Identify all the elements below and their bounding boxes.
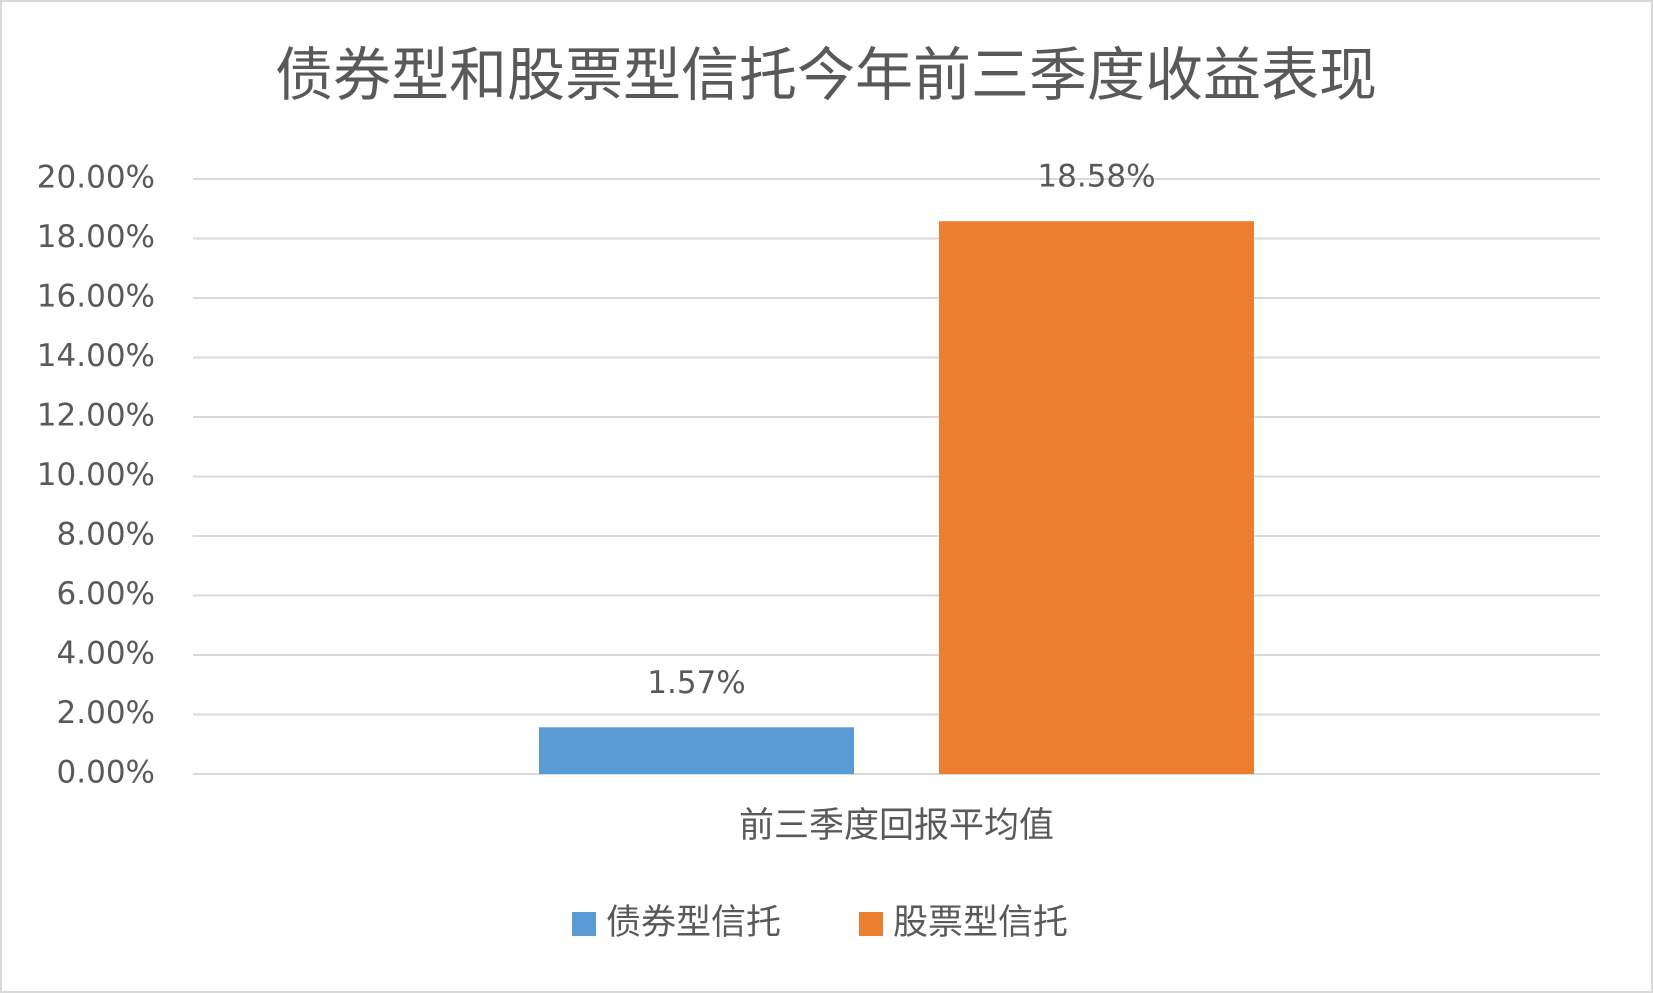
y-tick-label: 2.00% xyxy=(57,695,155,731)
y-tick-label: 20.00% xyxy=(37,160,155,196)
y-tick-label: 16.00% xyxy=(37,279,155,315)
bar xyxy=(539,727,854,774)
y-tick-label: 8.00% xyxy=(57,517,155,553)
legend-label: 股票型信托 xyxy=(893,903,1068,943)
y-tick-label: 18.00% xyxy=(37,219,155,255)
legend-swatch xyxy=(572,912,596,936)
y-tick-label: 10.00% xyxy=(37,457,155,493)
y-tick-label: 14.00% xyxy=(37,338,155,374)
legend-label: 债券型信托 xyxy=(606,903,781,943)
y-tick-label: 0.00% xyxy=(57,755,155,791)
data-label: 1.57% xyxy=(647,665,745,701)
y-tick-label: 12.00% xyxy=(37,398,155,434)
chart-title: 债券型和股票型信托今年前三季度收益表现 xyxy=(275,41,1377,109)
legend-swatch xyxy=(859,912,883,936)
y-tick-label: 4.00% xyxy=(57,636,155,672)
data-label: 18.58% xyxy=(1037,159,1155,195)
y-tick-label: 6.00% xyxy=(57,576,155,612)
x-tick-label: 前三季度回报平均值 xyxy=(739,806,1054,846)
bar xyxy=(939,221,1254,774)
